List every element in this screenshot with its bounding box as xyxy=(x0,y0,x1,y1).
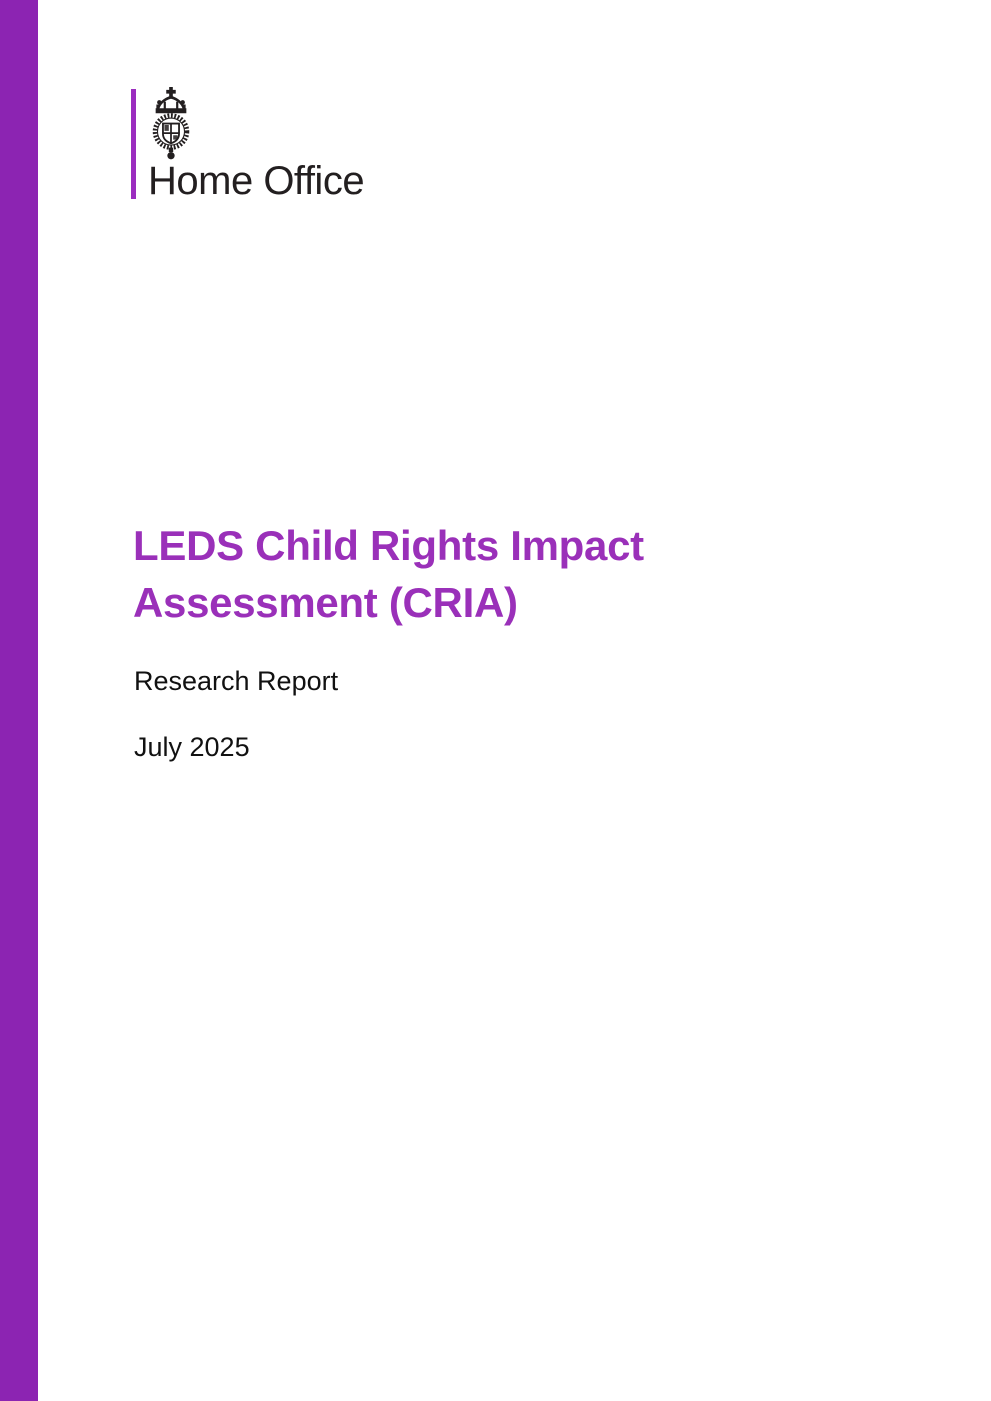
page-accent-bar xyxy=(0,0,38,1401)
org-name: Home Office xyxy=(148,159,365,203)
logo-accent-bar xyxy=(131,89,136,199)
document-date: July 2025 xyxy=(134,732,250,762)
royal-crest-icon xyxy=(152,87,190,160)
document-subtitle: Research Report xyxy=(134,666,339,696)
document-title: LEDS Child Rights Impact Assessment (CRI… xyxy=(133,522,644,626)
